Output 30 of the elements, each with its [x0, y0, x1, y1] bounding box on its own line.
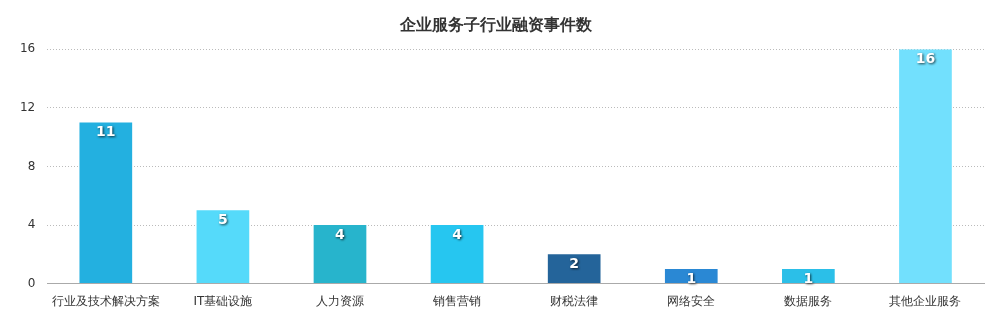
x-tick-label: 其他企业服务 — [889, 293, 962, 308]
chart-title: 企业服务子行业融资事件数 — [399, 14, 593, 34]
bar — [313, 225, 367, 284]
data-label: 5 — [218, 210, 228, 227]
data-label: 11 — [96, 123, 116, 140]
x-tick-label: 财税法律 — [550, 293, 599, 308]
x-tick-label: 人力资源 — [316, 293, 364, 308]
data-label: 4 — [335, 225, 346, 242]
y-tick-label: 4 — [27, 217, 36, 232]
x-tick-label: 销售营销 — [432, 293, 482, 308]
data-label: 2 — [569, 254, 580, 271]
x-tick-label: IT基础设施 — [193, 293, 253, 308]
y-tick-label: 12 — [19, 99, 36, 114]
bar — [196, 210, 250, 284]
bar — [79, 122, 133, 284]
data-label: 4 — [452, 225, 463, 242]
bar — [664, 268, 718, 284]
bar — [430, 225, 484, 284]
x-tick-label: 行业及技术解决方案 — [51, 293, 160, 308]
data-label: 16 — [915, 49, 936, 66]
y-tick-label: 0 — [27, 275, 36, 290]
data-label: 1 — [803, 269, 814, 286]
data-label: 1 — [686, 269, 697, 286]
bar — [782, 268, 835, 284]
y-tick-label: 16 — [19, 41, 36, 56]
y-tick-label: 8 — [27, 158, 36, 173]
x-tick-label: 数据服务 — [784, 293, 833, 308]
x-tick-label: 网络安全 — [667, 293, 716, 308]
bar — [547, 254, 601, 284]
bar — [899, 49, 952, 284]
